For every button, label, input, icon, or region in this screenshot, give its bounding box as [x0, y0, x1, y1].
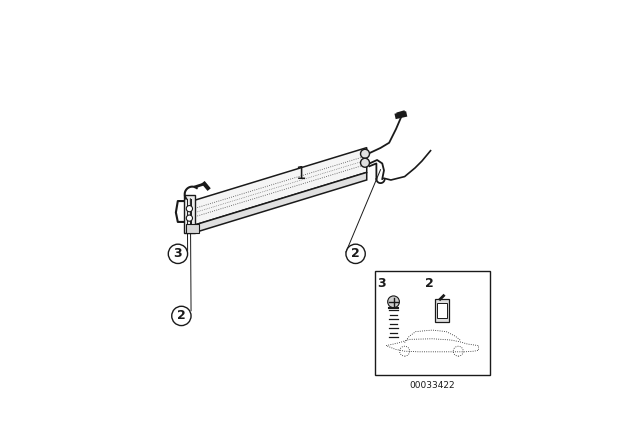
Circle shape [360, 158, 369, 167]
Circle shape [186, 215, 193, 221]
Text: 2: 2 [177, 310, 186, 323]
Text: 2: 2 [351, 247, 360, 260]
Circle shape [172, 306, 191, 326]
Bar [374, 271, 490, 375]
Bar [437, 303, 447, 318]
Circle shape [360, 149, 369, 158]
Text: 00033422: 00033422 [410, 381, 455, 390]
Circle shape [388, 296, 399, 308]
Circle shape [168, 244, 188, 263]
Polygon shape [195, 172, 367, 233]
Circle shape [186, 206, 193, 212]
Polygon shape [195, 148, 367, 225]
Polygon shape [184, 195, 195, 233]
Bar [435, 299, 449, 322]
FancyBboxPatch shape [186, 224, 198, 233]
Text: 3: 3 [377, 277, 386, 290]
Text: 1: 1 [295, 165, 306, 184]
Circle shape [346, 244, 365, 263]
Text: 2: 2 [426, 277, 434, 290]
Text: 3: 3 [173, 247, 182, 260]
